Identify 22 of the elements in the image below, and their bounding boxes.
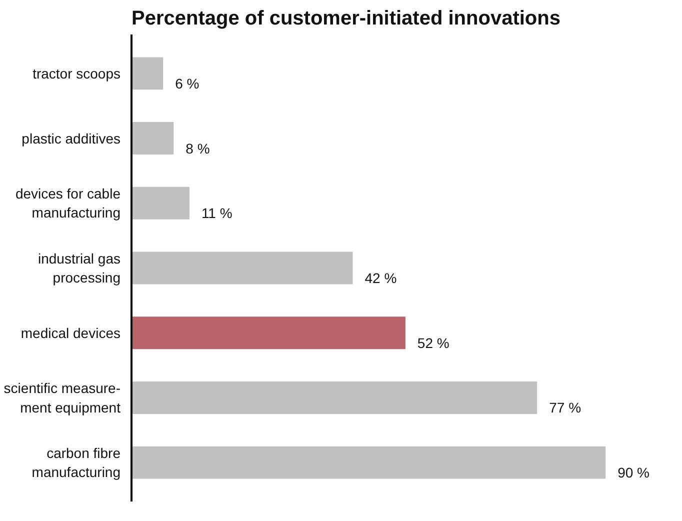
bar (132, 57, 164, 90)
y-tick-label: plastic additives (22, 130, 120, 146)
data-label: 8 % (186, 140, 210, 156)
bar (132, 446, 606, 479)
data-label: 52 % (417, 334, 450, 351)
y-tick-label: industrial gas processing (38, 250, 121, 286)
y-tick-label: carbon fibre manufacturing (32, 444, 121, 480)
bar (132, 252, 353, 284)
data-label: 42 % (364, 270, 397, 286)
data-label: 11 % (201, 205, 232, 222)
bar (132, 122, 174, 154)
y-tick-label: tractor scoops (32, 65, 121, 82)
bar (132, 382, 538, 414)
data-label: 6 % (175, 75, 200, 92)
y-tick-label: scientific measure- ment equipment (4, 380, 121, 416)
bar (132, 186, 190, 220)
chart-title: Percentage of customer-initiated innovations (132, 8, 560, 30)
data-label: 90 % (618, 464, 650, 481)
bar (132, 316, 406, 350)
y-tick-label: devices for cable manufacturing (15, 186, 121, 221)
data-label: 77 % (549, 400, 582, 416)
y-tick-label: medical devices (20, 324, 121, 341)
